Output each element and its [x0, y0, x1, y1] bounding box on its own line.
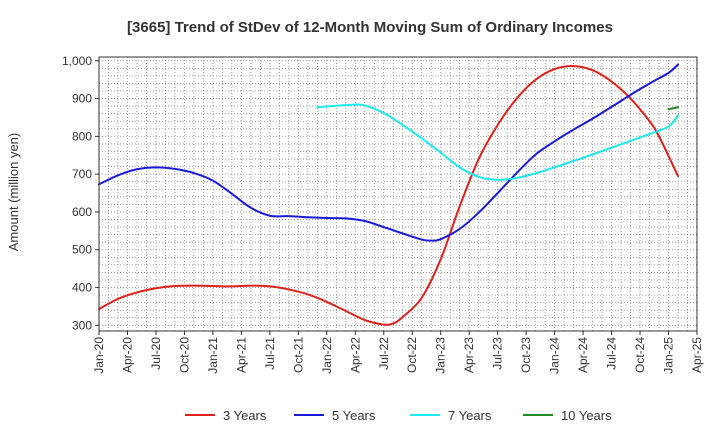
x-tick-label: Jul-24: [605, 337, 619, 370]
series-line-3-years: [98, 65, 680, 326]
series-line-10-years: [667, 106, 680, 111]
x-tick-label: Jul-23: [491, 337, 505, 370]
y-tick-label: 500: [72, 243, 92, 257]
x-tick-labels: Jan-20 Apr-20 Jul-20 Oct-20 Jan-21 Apr-21 Jul-…: [92, 331, 704, 374]
legend: 3 Years 5 Years 7 Years 10 Years: [185, 408, 612, 423]
x-tick-label: Jan-23: [434, 337, 448, 374]
series-line-5-years: [98, 63, 680, 242]
x-tick-label: Apr-23: [462, 337, 476, 373]
plot-area: [99, 57, 697, 331]
y-tick-label: 400: [72, 281, 92, 295]
y-tick-label: 600: [72, 205, 92, 219]
x-tick-label: Apr-25: [690, 337, 704, 373]
y-tick-labels: 300 400 500 600 700 800 900 1,000: [62, 54, 99, 332]
chart-title: [3665] Trend of StDev of 12-Month Moving…: [127, 19, 613, 36]
legend-label: 5 Years: [332, 408, 376, 423]
x-tick-label: Oct-24: [633, 337, 647, 373]
x-tick-label: Jan-20: [92, 337, 106, 374]
x-tick-label: Jan-25: [662, 337, 676, 374]
x-tick-label: Jan-24: [548, 337, 562, 374]
legend-label: 3 Years: [223, 408, 267, 423]
x-tick-label: Apr-22: [348, 337, 362, 373]
x-tick-label: Apr-20: [120, 337, 134, 373]
x-tick-label: Oct-22: [405, 337, 419, 373]
x-tick-label: Jul-21: [263, 337, 277, 370]
x-tick-label: Jul-22: [377, 337, 391, 370]
y-tick-label: 300: [72, 318, 92, 332]
legend-label: 7 Years: [448, 408, 492, 423]
series-lines: [98, 63, 680, 326]
x-tick-label: Jan-21: [206, 337, 220, 374]
x-tick-label: Oct-23: [519, 337, 533, 373]
y-tick-label: 700: [72, 167, 92, 181]
x-tick-label: Jul-20: [149, 337, 163, 370]
x-tick-label: Apr-24: [576, 337, 590, 373]
x-tick-label: Apr-21: [234, 337, 248, 373]
series-line-7-years: [316, 103, 680, 181]
x-tick-label: Jan-22: [320, 337, 334, 374]
y-axis-label: Amount (million yen): [6, 133, 21, 252]
y-tick-label: 800: [72, 129, 92, 143]
y-tick-label: 900: [72, 92, 92, 106]
x-tick-label: Oct-21: [291, 337, 305, 373]
plot-border: [98, 56, 698, 332]
y-tick-label: 1,000: [62, 54, 92, 68]
x-tick-label: Oct-20: [177, 337, 191, 373]
legend-label: 10 Years: [561, 408, 612, 423]
